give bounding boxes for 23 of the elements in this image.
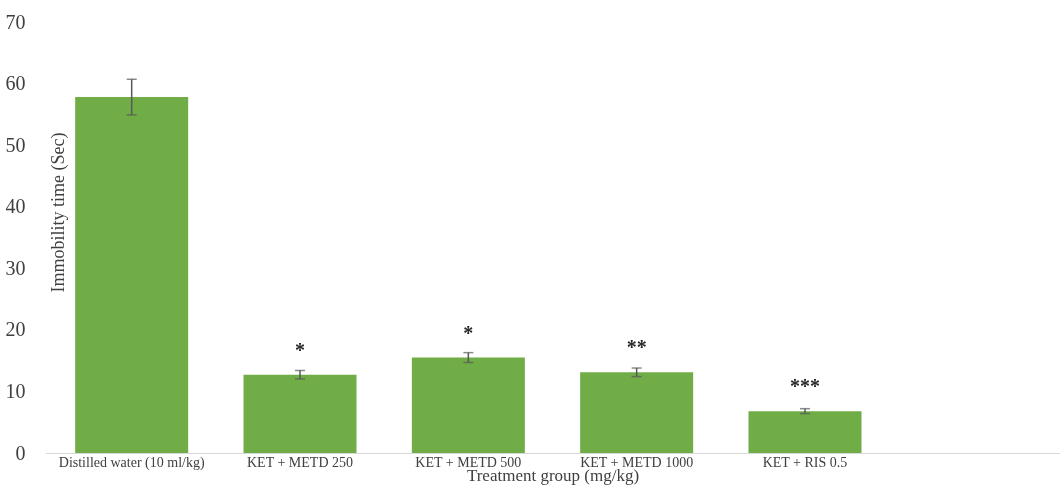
annotation: *	[295, 338, 306, 361]
bar	[411, 357, 525, 453]
annotation: ***	[789, 375, 820, 398]
x-tick-label: KET + RIS 0.5	[762, 454, 848, 470]
x-tick-label: KET + METD 500	[415, 454, 522, 470]
y-tick-label: 50	[5, 133, 26, 156]
y-tick-label: 40	[5, 195, 26, 218]
bar	[75, 97, 189, 453]
y-tick-label: 0	[15, 441, 26, 464]
x-tick-label: KET + METD 250	[247, 454, 354, 470]
x-tick-label: KET + METD 1000	[580, 454, 694, 470]
annotation: **	[626, 336, 647, 359]
y-tick-label: 70	[5, 10, 26, 33]
y-axis-title: Immobility time (Sec)	[47, 132, 69, 293]
y-tick-label: 60	[5, 72, 26, 95]
y-tick-label: 30	[5, 256, 26, 279]
bar	[580, 372, 694, 453]
y-tick-label: 10	[5, 379, 26, 402]
bar	[748, 411, 862, 453]
x-tick-label: Distilled water (10 ml/kg)	[58, 454, 205, 471]
bar	[243, 374, 357, 453]
annotation: *	[463, 321, 474, 344]
y-tick-label: 20	[5, 318, 26, 341]
